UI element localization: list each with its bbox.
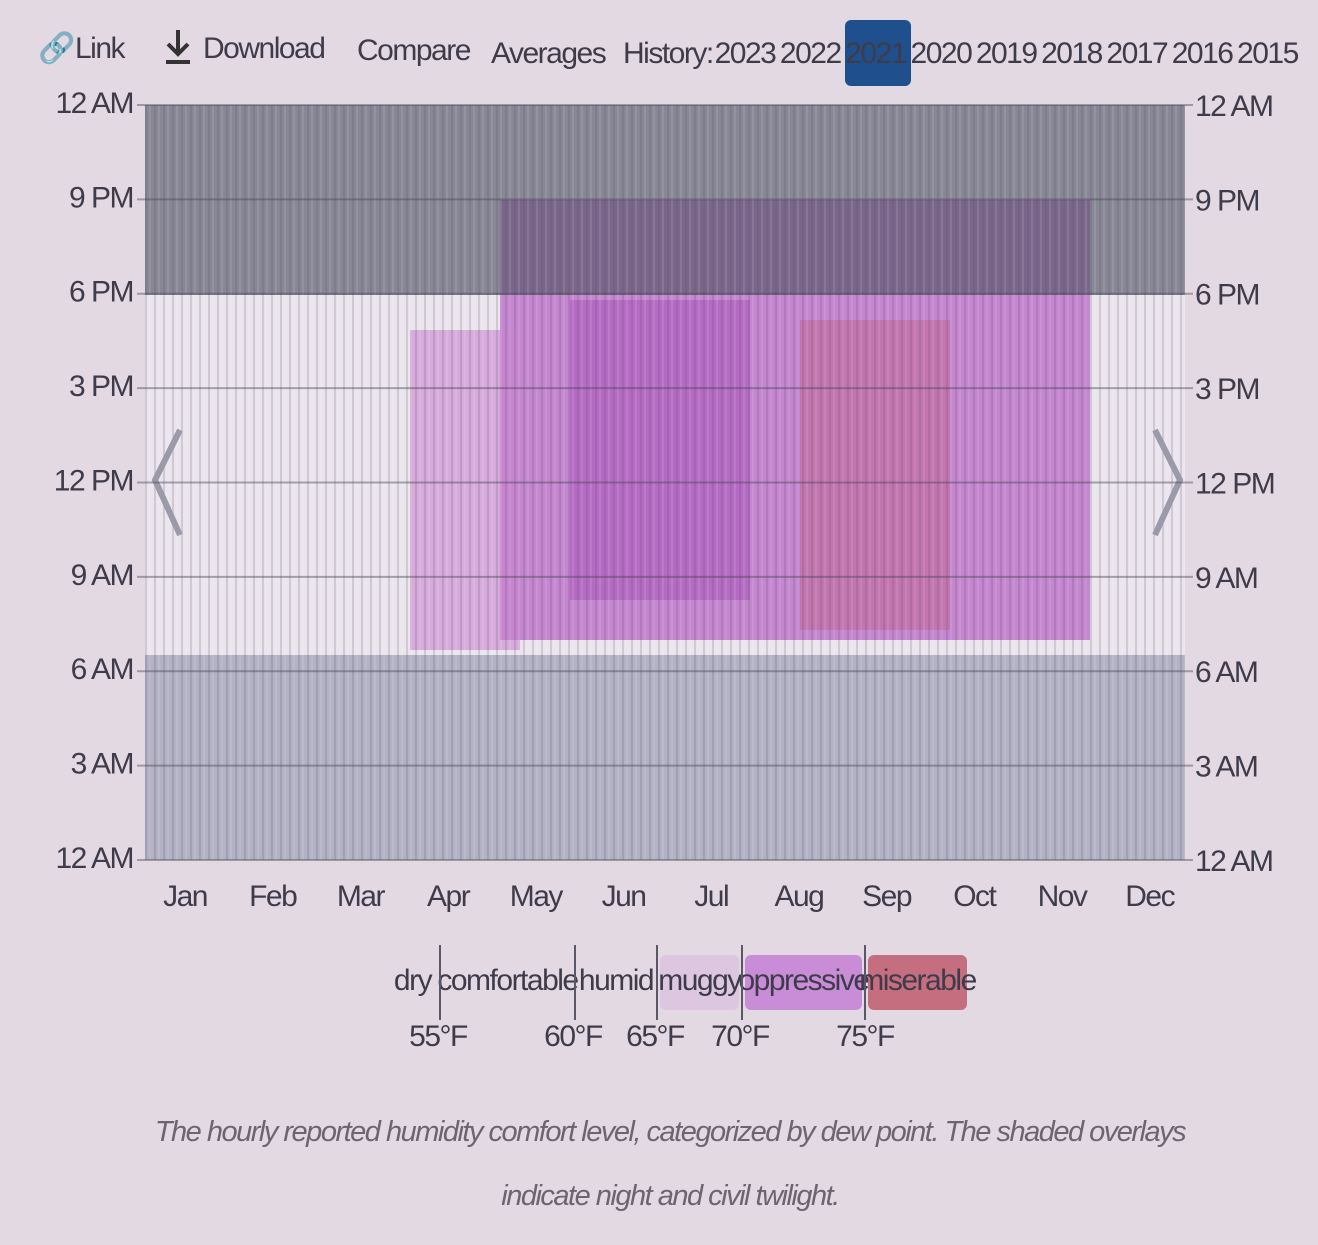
- month-label: Aug: [774, 880, 823, 913]
- y-label-right: 6 AM: [1195, 656, 1257, 689]
- y-label-right: 12 AM: [1195, 845, 1273, 878]
- legend-swatch: [745, 955, 862, 1010]
- month-label: Feb: [249, 880, 297, 913]
- legend-label: comfortable: [437, 964, 578, 997]
- link-icon[interactable]: 🔗: [38, 29, 77, 66]
- history-label: History:: [623, 37, 713, 70]
- y-label-left: 12 AM: [55, 842, 133, 875]
- threshold-label: 75°F: [836, 1020, 895, 1053]
- y-label-right: 12 AM: [1195, 90, 1273, 123]
- month-label: Dec: [1125, 880, 1175, 913]
- caption: The hourly reported humidity comfort lev…: [154, 1116, 1187, 1212]
- month-label: Oct: [953, 880, 997, 913]
- averages-button[interactable]: Averages: [491, 37, 607, 70]
- texture: [145, 105, 1185, 860]
- y-label-left: 3 AM: [71, 748, 133, 781]
- download-icon[interactable]: [166, 30, 190, 64]
- legend-label: dry: [394, 964, 433, 997]
- y-label-right: 6 PM: [1195, 279, 1259, 312]
- y-label-right: 3 PM: [1195, 373, 1259, 406]
- year-button[interactable]: 2020: [911, 37, 974, 70]
- selected-year-bg: [845, 20, 911, 86]
- y-label-right: 12 PM: [1195, 467, 1274, 500]
- month-label: Jul: [694, 880, 728, 913]
- year-button[interactable]: 2023: [715, 37, 778, 70]
- y-label-right: 3 AM: [1195, 751, 1257, 784]
- threshold-label: 55°F: [409, 1020, 468, 1053]
- threshold-label: 60°F: [544, 1020, 603, 1053]
- legend-swatch: [868, 955, 967, 1010]
- legend-label: oppressive: [738, 964, 869, 997]
- year-button[interactable]: 2019: [976, 37, 1039, 70]
- heatmap: [145, 105, 1185, 860]
- threshold-label: 65°F: [626, 1020, 685, 1053]
- y-label-left: 6 AM: [71, 653, 133, 686]
- year-button[interactable]: 2022: [780, 37, 843, 70]
- y-label-left: 9 AM: [71, 559, 133, 592]
- year-button[interactable]: 2016: [1172, 37, 1235, 70]
- legend-label: muggy: [658, 964, 742, 997]
- compare-button[interactable]: Compare: [357, 34, 472, 67]
- month-label: Jun: [602, 880, 646, 913]
- year-button[interactable]: 2021: [845, 37, 908, 70]
- month-label: Nov: [1038, 880, 1088, 913]
- y-label-left: 12 PM: [54, 464, 133, 497]
- threshold-label: 70°F: [711, 1020, 770, 1053]
- legend-swatch: [660, 955, 739, 1010]
- y-label-left: 12 AM: [55, 87, 133, 120]
- y-label-left: 9 PM: [69, 181, 133, 214]
- legend-label: miserable: [859, 964, 976, 997]
- year-button[interactable]: 2015: [1237, 37, 1300, 70]
- month-label: Apr: [427, 880, 471, 913]
- month-label: Sep: [862, 880, 912, 913]
- month-label: Jan: [163, 880, 207, 913]
- y-label-left: 3 PM: [69, 370, 133, 403]
- y-label-right: 9 PM: [1195, 184, 1259, 217]
- month-label: Mar: [337, 880, 386, 913]
- y-label-right: 9 AM: [1195, 562, 1257, 595]
- month-label: May: [510, 880, 564, 913]
- prev-arrow[interactable]: [151, 428, 183, 537]
- legend-label: humid: [579, 964, 653, 997]
- year-button[interactable]: 2017: [1106, 37, 1169, 70]
- y-label-left: 6 PM: [69, 276, 133, 309]
- next-arrow[interactable]: [1152, 428, 1184, 537]
- year-button[interactable]: 2018: [1041, 37, 1104, 70]
- download-button[interactable]: Download: [203, 32, 326, 65]
- link-button[interactable]: Link: [75, 32, 128, 65]
